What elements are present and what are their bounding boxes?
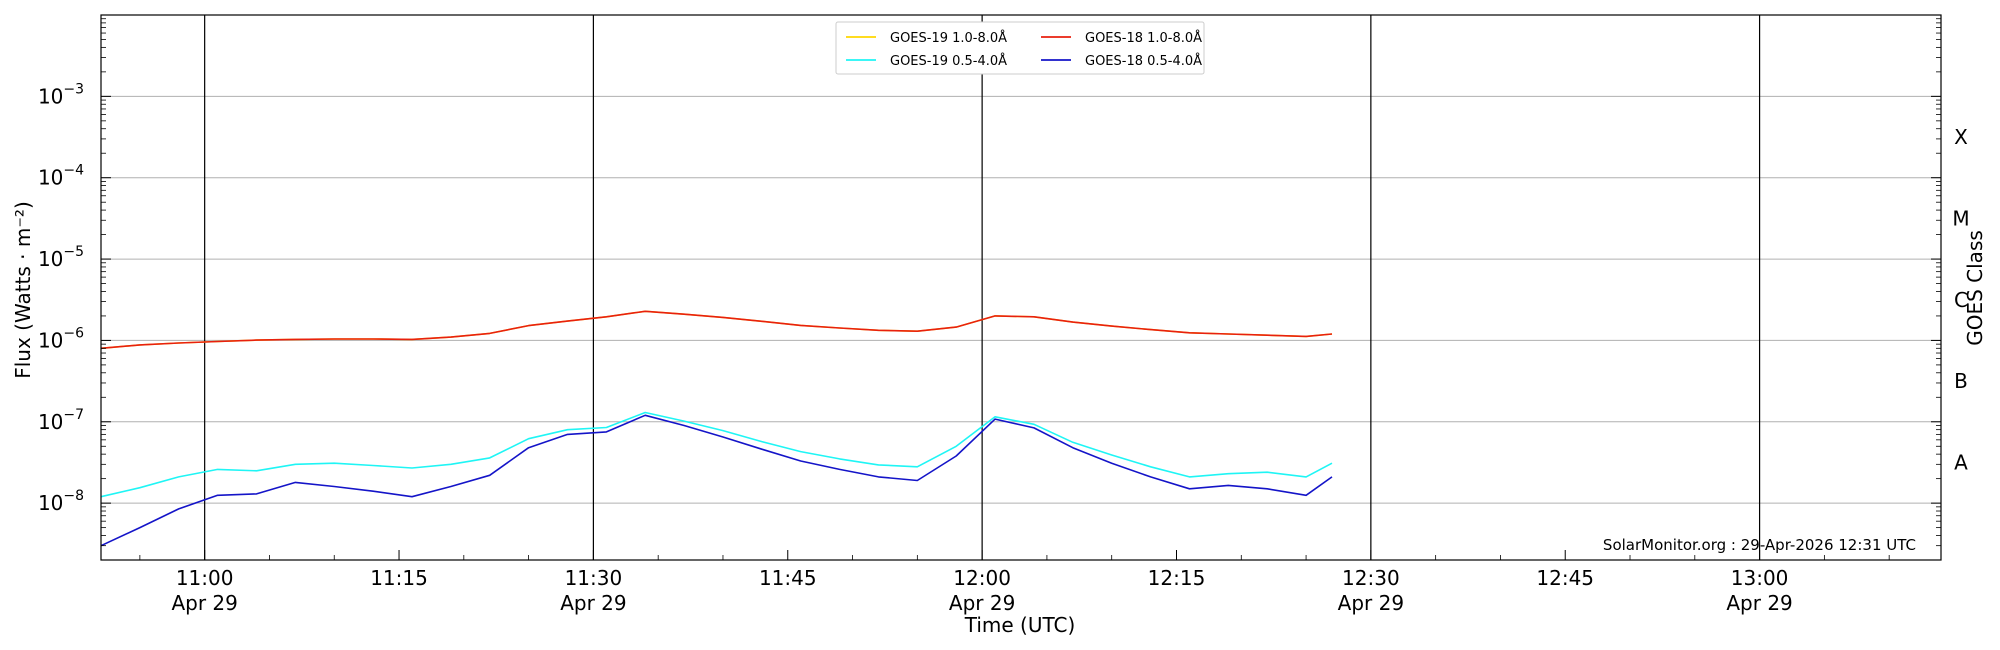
x-tick-label: 11:30 (565, 566, 623, 590)
y-tick-exponent: −7 (63, 407, 84, 423)
x-tick-date-label: Apr 29 (1726, 591, 1792, 615)
x-tick-label: 11:00 (176, 566, 234, 590)
x-tick-label: 11:15 (370, 566, 428, 590)
x-axis-title: Time (UTC) (964, 613, 1076, 637)
x-tick-label: 12:15 (1148, 566, 1206, 590)
y-tick-exponent: −3 (63, 81, 84, 97)
goes-class-labels: A B C M X (1952, 125, 1969, 474)
y-axis-title: Flux (Watts · m⁻²) (11, 201, 35, 379)
series-lines (100, 310, 1333, 547)
y-axis-ticks: 10−810−710−610−510−410−3 (38, 18, 1941, 561)
plot-frame (100, 14, 1942, 561)
x-tick-label: 12:30 (1342, 566, 1400, 590)
y-tick-label: 10−5 (38, 244, 84, 271)
legend-box (835, 21, 1205, 75)
goes-class-label: X (1954, 125, 1968, 149)
right-axis-title: GOES Class (1963, 230, 1987, 346)
y-tick-exponent: −8 (63, 488, 84, 504)
legend-label: GOES-18 1.0-8.0Å (1085, 30, 1202, 46)
y-tick-exponent: −6 (63, 325, 84, 341)
legend-label: GOES-19 0.5-4.0Å (890, 53, 1007, 69)
x-tick-date-label: Apr 29 (171, 591, 237, 615)
x-tick-date-label: Apr 29 (1338, 591, 1404, 615)
legend: GOES-19 1.0-8.0Å GOES-19 0.5-4.0Å GOES-18 … (835, 21, 1205, 75)
goes-class-label: C (1954, 288, 1968, 312)
goes-class-label: A (1954, 450, 1968, 474)
x-tick-date-label: Apr 29 (560, 591, 626, 615)
y-tick-exponent: −4 (63, 163, 84, 179)
series-line (100, 411, 1333, 498)
y-tick-exponent: −5 (63, 244, 84, 260)
goes-class-label: B (1954, 369, 1968, 393)
goes-class-label: M (1952, 206, 1969, 230)
x-tick-label: 12:00 (953, 566, 1011, 590)
series-line (100, 310, 1333, 350)
x-tick-label: 13:00 (1731, 566, 1789, 590)
x-tick-label: 12:45 (1536, 566, 1594, 590)
legend-label: GOES-18 0.5-4.0Å (1085, 53, 1202, 69)
day-vertical-lines (204, 15, 1761, 560)
credit-text: SolarMonitor.org : 29-Apr-2026 12:31 UTC (1603, 536, 1916, 554)
x-tick-label: 11:45 (759, 566, 817, 590)
series-line (100, 414, 1333, 547)
x-tick-date-label: Apr 29 (949, 591, 1015, 615)
legend-label: GOES-19 1.0-8.0Å (890, 30, 1007, 46)
